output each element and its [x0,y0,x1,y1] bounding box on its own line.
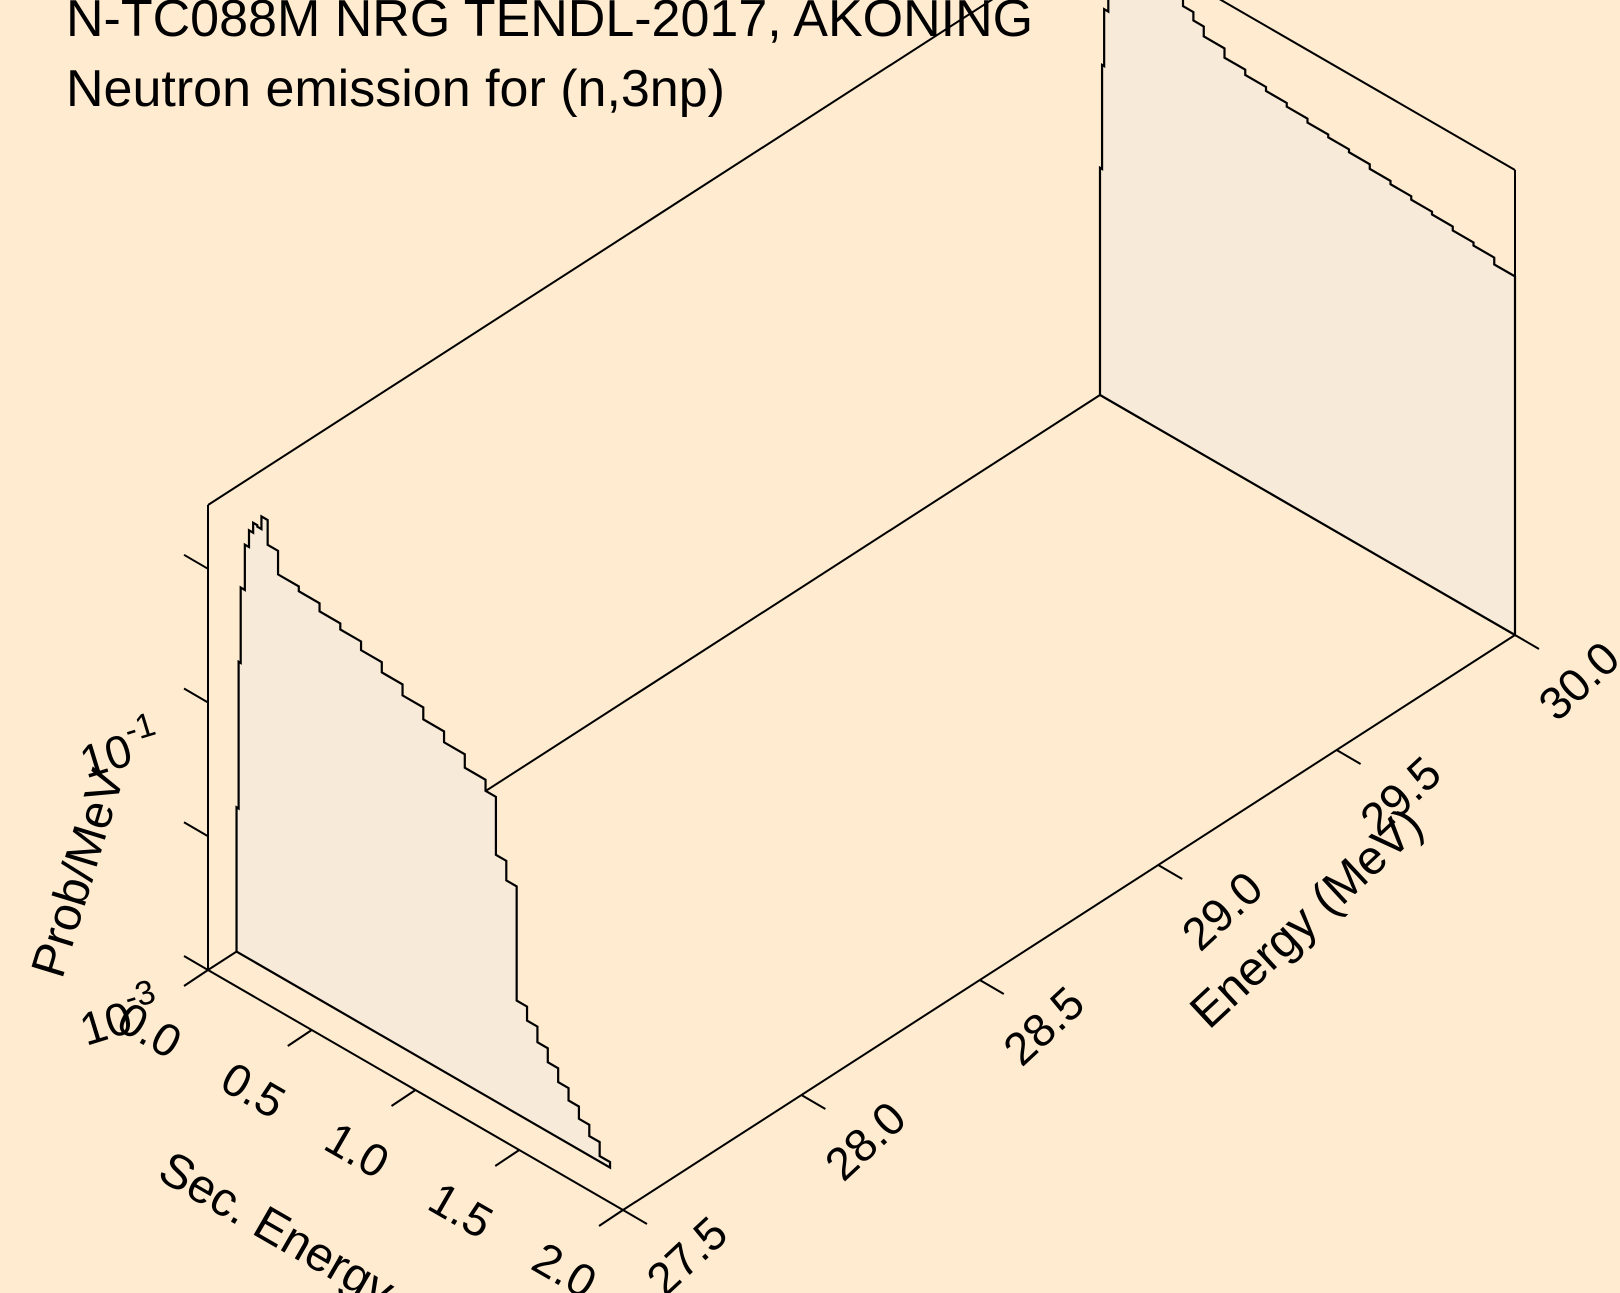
x-tick-label: 1.0 [317,1112,398,1189]
energy-tick-mark [1336,749,1362,765]
x-tick-label: 1.5 [420,1172,501,1249]
energy-tick-mark [979,979,1005,995]
chart-subtitle: Neutron emission for (n,3np) [66,60,725,118]
energy-tick-label: 28.0 [815,1091,916,1190]
energy-tick-mark [800,1094,826,1110]
series-group [235,0,1517,1170]
energy-tick-label: 27.5 [636,1206,737,1293]
z-tick-mark [183,687,209,704]
chart-title: N-TC088M NRG TENDL-2017, AKONING [66,0,1033,48]
energy-tick-mark [1514,634,1540,650]
frame-top-right-edge [1219,0,1516,171]
spectrum-slice-27.58 [235,514,612,1170]
energy-tick-label: 30.0 [1528,631,1620,730]
spectrum-slice-30 [1098,0,1517,637]
energy-tick-label: 28.5 [993,976,1094,1075]
x-tick-label: 0.5 [213,1052,294,1129]
energy-tick-mark [1157,864,1183,880]
z-minor-tick-mark [183,553,209,570]
x-tick-mark [183,969,209,987]
x-tick-mark [287,1029,313,1047]
z-axis-title: Prob/MeV [22,764,135,984]
energy-axis-line [622,634,1516,1211]
z-tick-mark [183,955,209,971]
frame-top-back-edge [207,0,994,506]
z-minor-tick-mark [183,821,209,838]
x-tick-mark [390,1089,417,1107]
x-tick-label: 2.0 [524,1232,605,1293]
x-tick-mark [494,1149,520,1167]
energy-tick-mark [622,1209,648,1225]
x-tick-mark [598,1209,624,1227]
